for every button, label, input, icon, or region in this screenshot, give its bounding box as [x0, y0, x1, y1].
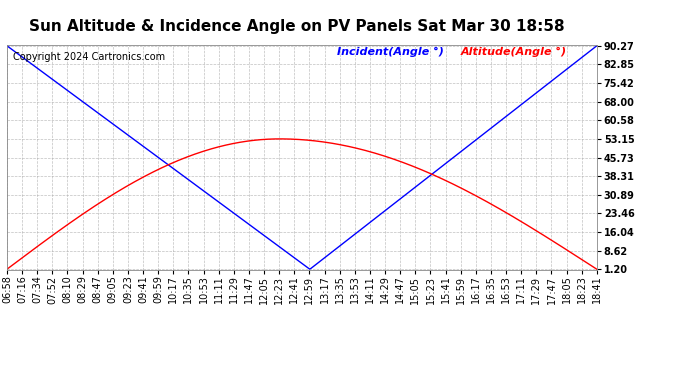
- Text: Incident(Angle °): Incident(Angle °): [337, 47, 444, 57]
- Text: Sun Altitude & Incidence Angle on PV Panels Sat Mar 30 18:58: Sun Altitude & Incidence Angle on PV Pan…: [29, 19, 564, 34]
- Text: Altitude(Angle °): Altitude(Angle °): [461, 47, 567, 57]
- Text: Copyright 2024 Cartronics.com: Copyright 2024 Cartronics.com: [13, 52, 165, 62]
